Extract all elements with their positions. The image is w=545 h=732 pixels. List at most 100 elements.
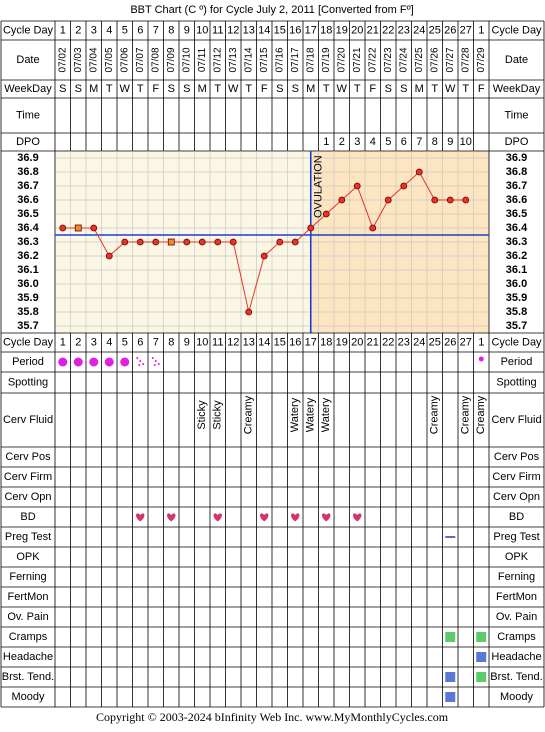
cell-value: 2 bbox=[339, 136, 345, 148]
row-label: Period bbox=[12, 356, 44, 368]
cell-value: 12 bbox=[227, 24, 239, 36]
temperature-point bbox=[462, 196, 470, 204]
cerv-fluid: Creamy bbox=[475, 395, 487, 434]
cell-value: S bbox=[400, 83, 407, 95]
row-label: Headache bbox=[491, 651, 541, 663]
cell-value: F bbox=[152, 83, 159, 95]
cell-value: 6 bbox=[401, 136, 407, 148]
cell-value: 10 bbox=[196, 24, 208, 36]
cell-value: F bbox=[261, 83, 268, 95]
row-label: Brst. Tend. bbox=[490, 671, 542, 683]
cell-value: T bbox=[323, 83, 330, 95]
cell-value: S bbox=[75, 83, 82, 95]
bd-heart bbox=[353, 513, 362, 522]
cell-value: 8 bbox=[432, 136, 438, 148]
cell-value: 4 bbox=[370, 136, 376, 148]
cell-value: 14 bbox=[258, 24, 270, 36]
cell-value: 22 bbox=[382, 336, 394, 348]
cell-value: T bbox=[245, 83, 252, 95]
cell-value: 1 bbox=[60, 336, 66, 348]
cell-value: 6 bbox=[137, 336, 143, 348]
cell-value: 24 bbox=[413, 336, 425, 348]
temperature-point bbox=[229, 238, 237, 246]
cell-value: 26 bbox=[444, 336, 456, 348]
cell-value: 9 bbox=[184, 336, 190, 348]
y-tick-label: 35.9 bbox=[506, 292, 527, 304]
y-tick-label: 36.1 bbox=[506, 264, 527, 276]
temperature-point bbox=[90, 224, 98, 232]
date-label: 07/27 bbox=[445, 47, 456, 72]
row-label: Cycle Day bbox=[3, 24, 54, 36]
row-label: Cerv Pos bbox=[494, 451, 540, 463]
temperature-point bbox=[74, 224, 82, 232]
period-dot bbox=[120, 357, 130, 367]
y-tick-label: 36.2 bbox=[17, 250, 38, 262]
bd-heart bbox=[167, 513, 176, 522]
date-label: 07/29 bbox=[476, 47, 487, 72]
row-label: FertMon bbox=[496, 591, 537, 603]
cell-value: 5 bbox=[122, 24, 128, 36]
period-spot bbox=[142, 363, 145, 365]
cell-value: W bbox=[120, 83, 131, 95]
row-label: Date bbox=[16, 54, 39, 66]
cell-value: 23 bbox=[398, 24, 410, 36]
cerv-fluid: Sticky bbox=[196, 400, 208, 430]
y-tick-label: 36.7 bbox=[506, 180, 527, 192]
period-spot bbox=[157, 363, 160, 365]
cell-value: 3 bbox=[91, 24, 97, 36]
temperature-point bbox=[431, 196, 439, 204]
temperature-point bbox=[260, 252, 268, 260]
cell-value: 14 bbox=[258, 336, 270, 348]
cell-value: 6 bbox=[137, 24, 143, 36]
row-label: Brst. Tend. bbox=[2, 671, 54, 683]
cell-value: W bbox=[445, 83, 456, 95]
date-label: 07/03 bbox=[73, 47, 84, 72]
row-label: WeekDay bbox=[4, 83, 52, 95]
date-label: 07/02 bbox=[57, 47, 68, 72]
row-label: Ov. Pain bbox=[7, 611, 48, 623]
temperature-point bbox=[59, 224, 67, 232]
row-label: Preg Test bbox=[493, 531, 539, 543]
cell-value: 18 bbox=[320, 336, 332, 348]
cell-value: 1 bbox=[323, 136, 329, 148]
cell-value: 21 bbox=[367, 24, 379, 36]
cell-value: 13 bbox=[243, 24, 255, 36]
symptom-mark bbox=[476, 652, 487, 662]
cell-value: 9 bbox=[184, 24, 190, 36]
footer: Copyright © 2003-2024 bInfinity Web Inc.… bbox=[96, 710, 449, 724]
temperature-point bbox=[183, 238, 191, 246]
y-tick-label: 36.6 bbox=[506, 194, 527, 206]
row-label: Cerv Firm bbox=[4, 471, 52, 483]
row-label: BD bbox=[509, 511, 524, 523]
period-spot bbox=[151, 357, 154, 359]
cerv-fluid: Creamy bbox=[243, 395, 255, 434]
y-tick-label: 36.5 bbox=[506, 208, 527, 220]
cerv-fluid: Watery bbox=[289, 397, 301, 432]
cell-value: 1 bbox=[478, 24, 484, 36]
temperature-point bbox=[446, 196, 454, 204]
cell-value: M bbox=[89, 83, 98, 95]
cell-value: S bbox=[59, 83, 66, 95]
row-label: BD bbox=[20, 511, 35, 523]
y-tick-label: 36.3 bbox=[506, 236, 527, 248]
date-label: 07/06 bbox=[119, 47, 130, 72]
temperature-point bbox=[167, 238, 175, 246]
symptom-mark bbox=[445, 632, 456, 642]
temperature-point bbox=[136, 238, 144, 246]
temperature-point bbox=[121, 238, 129, 246]
date-label: 07/28 bbox=[460, 47, 471, 72]
cell-value: 21 bbox=[367, 336, 379, 348]
cell-value: 19 bbox=[336, 24, 348, 36]
row-label: OPK bbox=[505, 551, 529, 563]
period-spot bbox=[153, 364, 156, 366]
period-spot bbox=[136, 357, 139, 359]
bd-heart bbox=[260, 513, 269, 522]
row-label: WeekDay bbox=[493, 83, 541, 95]
cell-value: 5 bbox=[385, 136, 391, 148]
cell-value: 18 bbox=[320, 24, 332, 36]
row-label: Time bbox=[16, 109, 40, 121]
cell-value: M bbox=[198, 83, 207, 95]
cell-value: T bbox=[431, 83, 438, 95]
cell-value: S bbox=[276, 83, 283, 95]
date-label: 07/17 bbox=[290, 47, 301, 72]
